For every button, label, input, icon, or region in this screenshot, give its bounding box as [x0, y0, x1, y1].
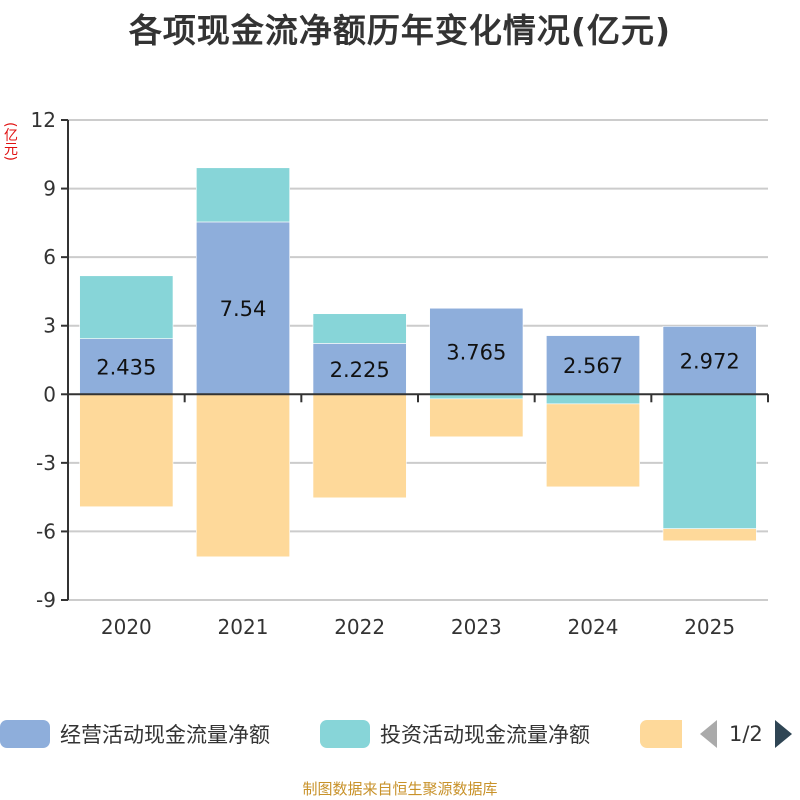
y-tick-label: 9	[43, 177, 56, 201]
bars	[79, 167, 757, 558]
y-tick-label: 12	[31, 108, 56, 132]
bar-2020-series-0	[79, 338, 174, 395]
chart-title: 各项现金流净额历年变化情况(亿元)	[128, 11, 672, 50]
bar-2024-series-0	[546, 335, 640, 395]
y-axis-unit-label: (亿元)	[2, 122, 18, 161]
legend-label-investing: 投资活动现金流量净额	[380, 723, 590, 747]
data-label: 2.972	[680, 349, 740, 373]
bar-2020-series-2	[79, 393, 174, 508]
legend: 经营活动现金流量净额 投资活动现金流量净额	[0, 716, 800, 752]
x-tick-label: 2022	[334, 615, 385, 639]
prev-page-icon[interactable]	[700, 720, 717, 748]
y-tick-label: 3	[43, 314, 56, 338]
data-label: 2.225	[330, 358, 390, 382]
x-tick-label: 2025	[684, 615, 735, 639]
y-tick-label: -6	[36, 519, 56, 543]
bar-2022-series-1	[312, 313, 407, 344]
y-tick-label: 0	[43, 382, 56, 406]
bar-2025-series-0	[662, 326, 757, 395]
chart-canvas: 12 9 6 3 0 -3 -6 -9 2020 2021 2022 2023 2024 2025 2.4…	[31, 108, 769, 639]
x-tick-label: 2020	[101, 615, 152, 639]
legend-pager: 1/2	[700, 716, 792, 752]
x-tick-label: 2021	[218, 615, 269, 639]
bar-2022-series-2	[312, 393, 407, 499]
source-note: 制图数据来自恒生聚源数据库	[302, 780, 498, 798]
x-tick-label: 2023	[451, 615, 502, 639]
legend-swatch-operating	[0, 720, 50, 748]
y-tick-label: -3	[36, 451, 56, 475]
axes: 12 9 6 3 0 -3 -6 -9 2020 2021 2022 2023 2024 2025	[31, 108, 769, 639]
data-label: 2.567	[563, 354, 623, 378]
legend-item-investing[interactable]: 投资活动现金流量净额	[320, 716, 590, 752]
bar-2025-series-1	[662, 393, 757, 529]
y-tick-label: 6	[43, 245, 56, 269]
bar-2024-series-2	[546, 403, 640, 488]
bar-2022-series-0	[312, 343, 407, 395]
x-tick-label: 2024	[568, 615, 619, 639]
bar-2023-series-0	[429, 307, 524, 395]
bar-2021-series-2	[196, 393, 290, 558]
bar-2020-series-1	[79, 275, 174, 339]
legend-item-financing[interactable]	[640, 716, 692, 752]
legend-swatch-financing	[640, 720, 682, 748]
data-label: 7.54	[220, 297, 267, 321]
data-label: 2.435	[96, 355, 156, 379]
y-tick-label: -9	[36, 588, 56, 612]
data-labels: 2.435 7.54 2.225 3.765 2.567 2.972	[96, 297, 739, 382]
bar-2023-series-2	[429, 398, 524, 438]
legend-swatch-investing	[320, 720, 370, 748]
legend-page-indicator: 1/2	[729, 722, 763, 746]
grid-lines	[68, 119, 768, 601]
bar-2021-series-0	[196, 221, 290, 395]
bar-2025-series-2	[662, 528, 757, 542]
bar-2024-series-1	[546, 393, 640, 405]
bar-2021-series-1	[196, 167, 290, 223]
data-label: 3.765	[446, 340, 506, 364]
next-page-icon[interactable]	[774, 720, 792, 748]
legend-item-operating[interactable]: 经营活动现金流量净额	[0, 716, 270, 752]
legend-label-operating: 经营活动现金流量净额	[60, 723, 270, 747]
